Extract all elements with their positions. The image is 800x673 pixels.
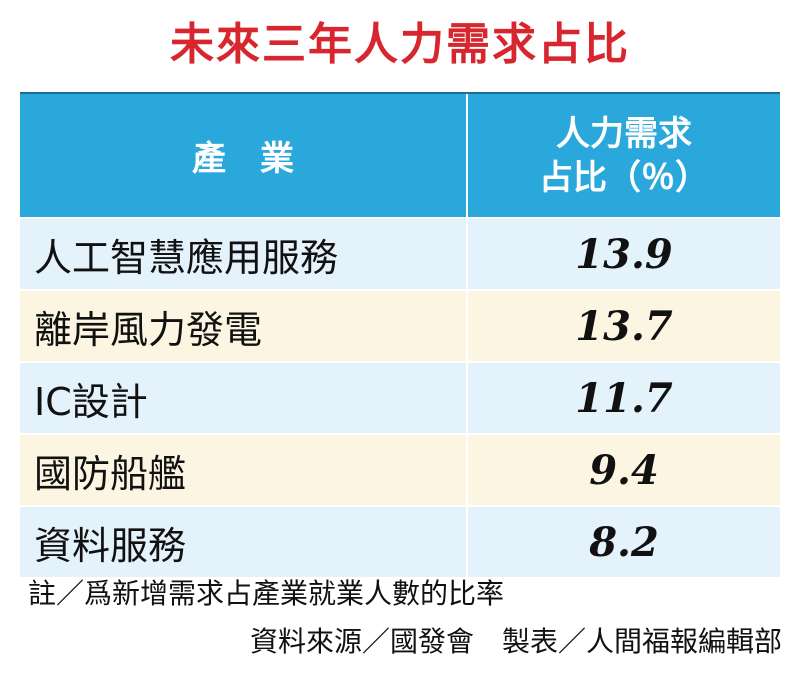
- share-value: 9.4: [589, 446, 659, 494]
- cell: 11.7: [468, 363, 780, 433]
- industry-name: 資料服務: [34, 523, 187, 568]
- share-value: 13.7: [575, 302, 673, 350]
- table-row: 離岸風力發電 13.7: [20, 291, 780, 363]
- cell: IC設計: [20, 363, 468, 433]
- header-line: 占比（％）: [539, 157, 709, 198]
- header-line: 人力需求: [556, 113, 692, 154]
- note: 註／爲新增需求占產業就業人數的比率: [28, 577, 505, 610]
- table-row: 資料服務 8.2: [20, 507, 780, 579]
- cell: 8.2: [468, 507, 780, 577]
- cell: 離岸風力發電: [20, 291, 468, 361]
- cell: 國防船艦: [20, 435, 468, 505]
- table-row: 人工智慧應用服務 13.9: [20, 219, 780, 291]
- header-cell: 人力需求 占比（％）: [468, 94, 780, 217]
- header-row: 產 業 人力需求 占比（％）: [20, 94, 780, 219]
- share-value: 13.9: [575, 230, 673, 278]
- cell: 資料服務: [20, 507, 468, 577]
- industry-name: 離岸風力發電: [34, 307, 263, 352]
- share-value: 11.7: [575, 374, 673, 422]
- cell: 人工智慧應用服務: [20, 219, 468, 289]
- cell: 13.9: [468, 219, 780, 289]
- source: 資料來源／國發會 製表／人間福報編輯部: [249, 625, 782, 658]
- header-cell: 產 業: [20, 94, 468, 217]
- table: 產 業 人力需求 占比（％） 人工智慧應用服務 13.9 離岸風力發電 13.7 IC設…: [20, 92, 780, 579]
- title: 未來三年人力需求占比: [170, 19, 630, 70]
- share-value: 8.2: [589, 518, 659, 566]
- industry-name: IC設計: [34, 379, 148, 424]
- table-row: IC設計 11.7: [20, 363, 780, 435]
- cell: 13.7: [468, 291, 780, 361]
- industry-name: 國防船艦: [34, 451, 187, 496]
- industry-name: 人工智慧應用服務: [34, 235, 339, 280]
- table-row: 國防船艦 9.4: [20, 435, 780, 507]
- cell: 9.4: [468, 435, 780, 505]
